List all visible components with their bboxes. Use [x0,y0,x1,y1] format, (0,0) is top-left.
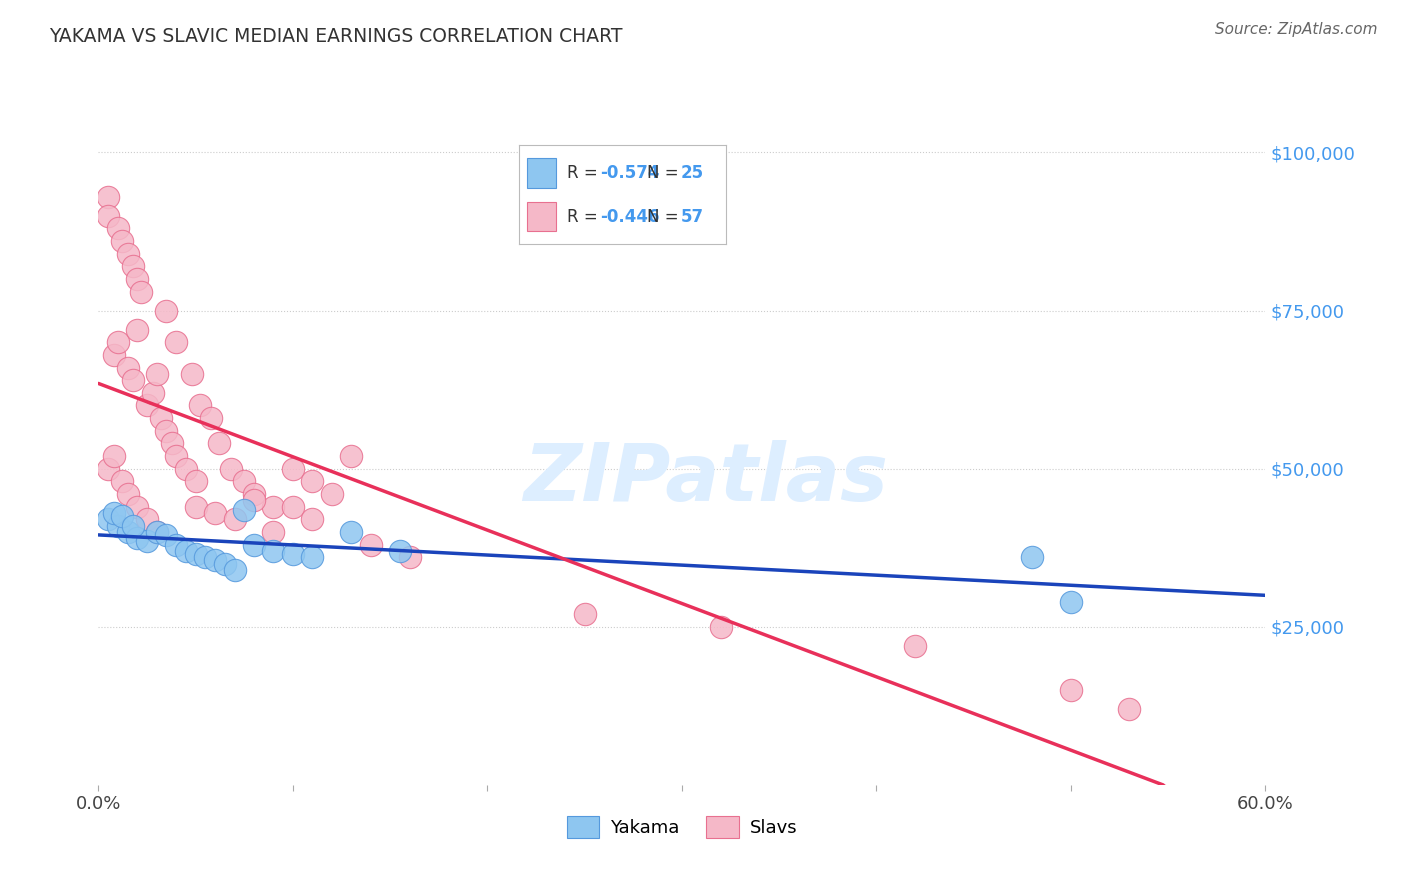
Point [1060,683,1083,698]
Point [243,487,266,501]
Point [281,547,304,561]
Point [904,639,927,653]
Point [122,260,145,274]
Text: R =: R = [567,164,603,182]
Point [97,512,120,526]
Point [142,385,165,400]
Point [127,272,149,286]
Point [301,550,323,565]
Point [1021,550,1043,565]
Point [165,538,187,552]
Point [321,487,343,501]
Point [127,531,149,545]
Point [184,500,207,514]
Point [204,506,226,520]
Point [162,436,184,450]
Text: -0.574: -0.574 [600,164,659,182]
Point [117,246,139,260]
Legend: Yakama, Slavs: Yakama, Slavs [560,809,804,846]
Point [107,335,129,350]
Point [388,544,411,558]
Point [146,524,169,539]
Point [1060,594,1083,608]
Text: R =: R = [567,208,603,226]
Point [301,475,323,489]
Point [243,538,266,552]
Point [262,500,284,514]
Point [97,209,120,223]
Point [219,461,242,475]
Point [214,557,236,571]
Point [107,221,129,235]
Point [398,550,420,565]
Point [224,512,246,526]
Point [117,524,139,539]
Point [180,367,202,381]
Point [111,509,134,524]
Point [136,399,159,413]
Point [194,550,217,565]
Point [262,524,284,539]
Point [204,553,226,567]
Point [281,461,304,475]
Text: 57: 57 [681,208,703,226]
Point [174,544,197,558]
Point [233,503,256,517]
Point [107,518,129,533]
Point [574,607,596,622]
Point [127,322,149,336]
Text: N =: N = [647,208,685,226]
Point [129,285,152,299]
Point [340,449,363,463]
Point [136,512,159,526]
Point [103,348,125,362]
Text: YAKAMA VS SLAVIC MEDIAN EARNINGS CORRELATION CHART: YAKAMA VS SLAVIC MEDIAN EARNINGS CORRELA… [49,27,623,45]
Point [184,475,207,489]
Point [360,538,382,552]
Point [117,360,139,375]
Point [165,449,187,463]
Point [710,620,733,634]
Point [117,487,139,501]
Text: -0.446: -0.446 [600,208,659,226]
Point [146,367,169,381]
Point [155,528,177,542]
Point [122,518,145,533]
Point [136,534,159,549]
Point [188,399,211,413]
Text: ZIPatlas: ZIPatlas [523,440,887,518]
Point [208,436,231,450]
Point [262,544,284,558]
Point [97,461,120,475]
Point [122,373,145,387]
FancyBboxPatch shape [527,202,557,231]
FancyBboxPatch shape [527,158,557,187]
Point [174,461,197,475]
Point [165,335,187,350]
Point [111,234,134,248]
Point [155,303,177,318]
Point [149,411,172,425]
Point [111,475,134,489]
Point [97,190,120,204]
Text: N =: N = [647,164,685,182]
Point [301,512,323,526]
Point [200,411,222,425]
Point [224,563,246,577]
Point [184,547,207,561]
Point [1118,702,1140,716]
Point [127,500,149,514]
Point [243,493,266,508]
Point [281,500,304,514]
Point [103,506,125,520]
Point [340,524,363,539]
Point [103,449,125,463]
Text: Source: ZipAtlas.com: Source: ZipAtlas.com [1215,22,1378,37]
Point [146,524,169,539]
Text: 25: 25 [681,164,703,182]
Point [155,424,177,438]
Point [233,475,256,489]
